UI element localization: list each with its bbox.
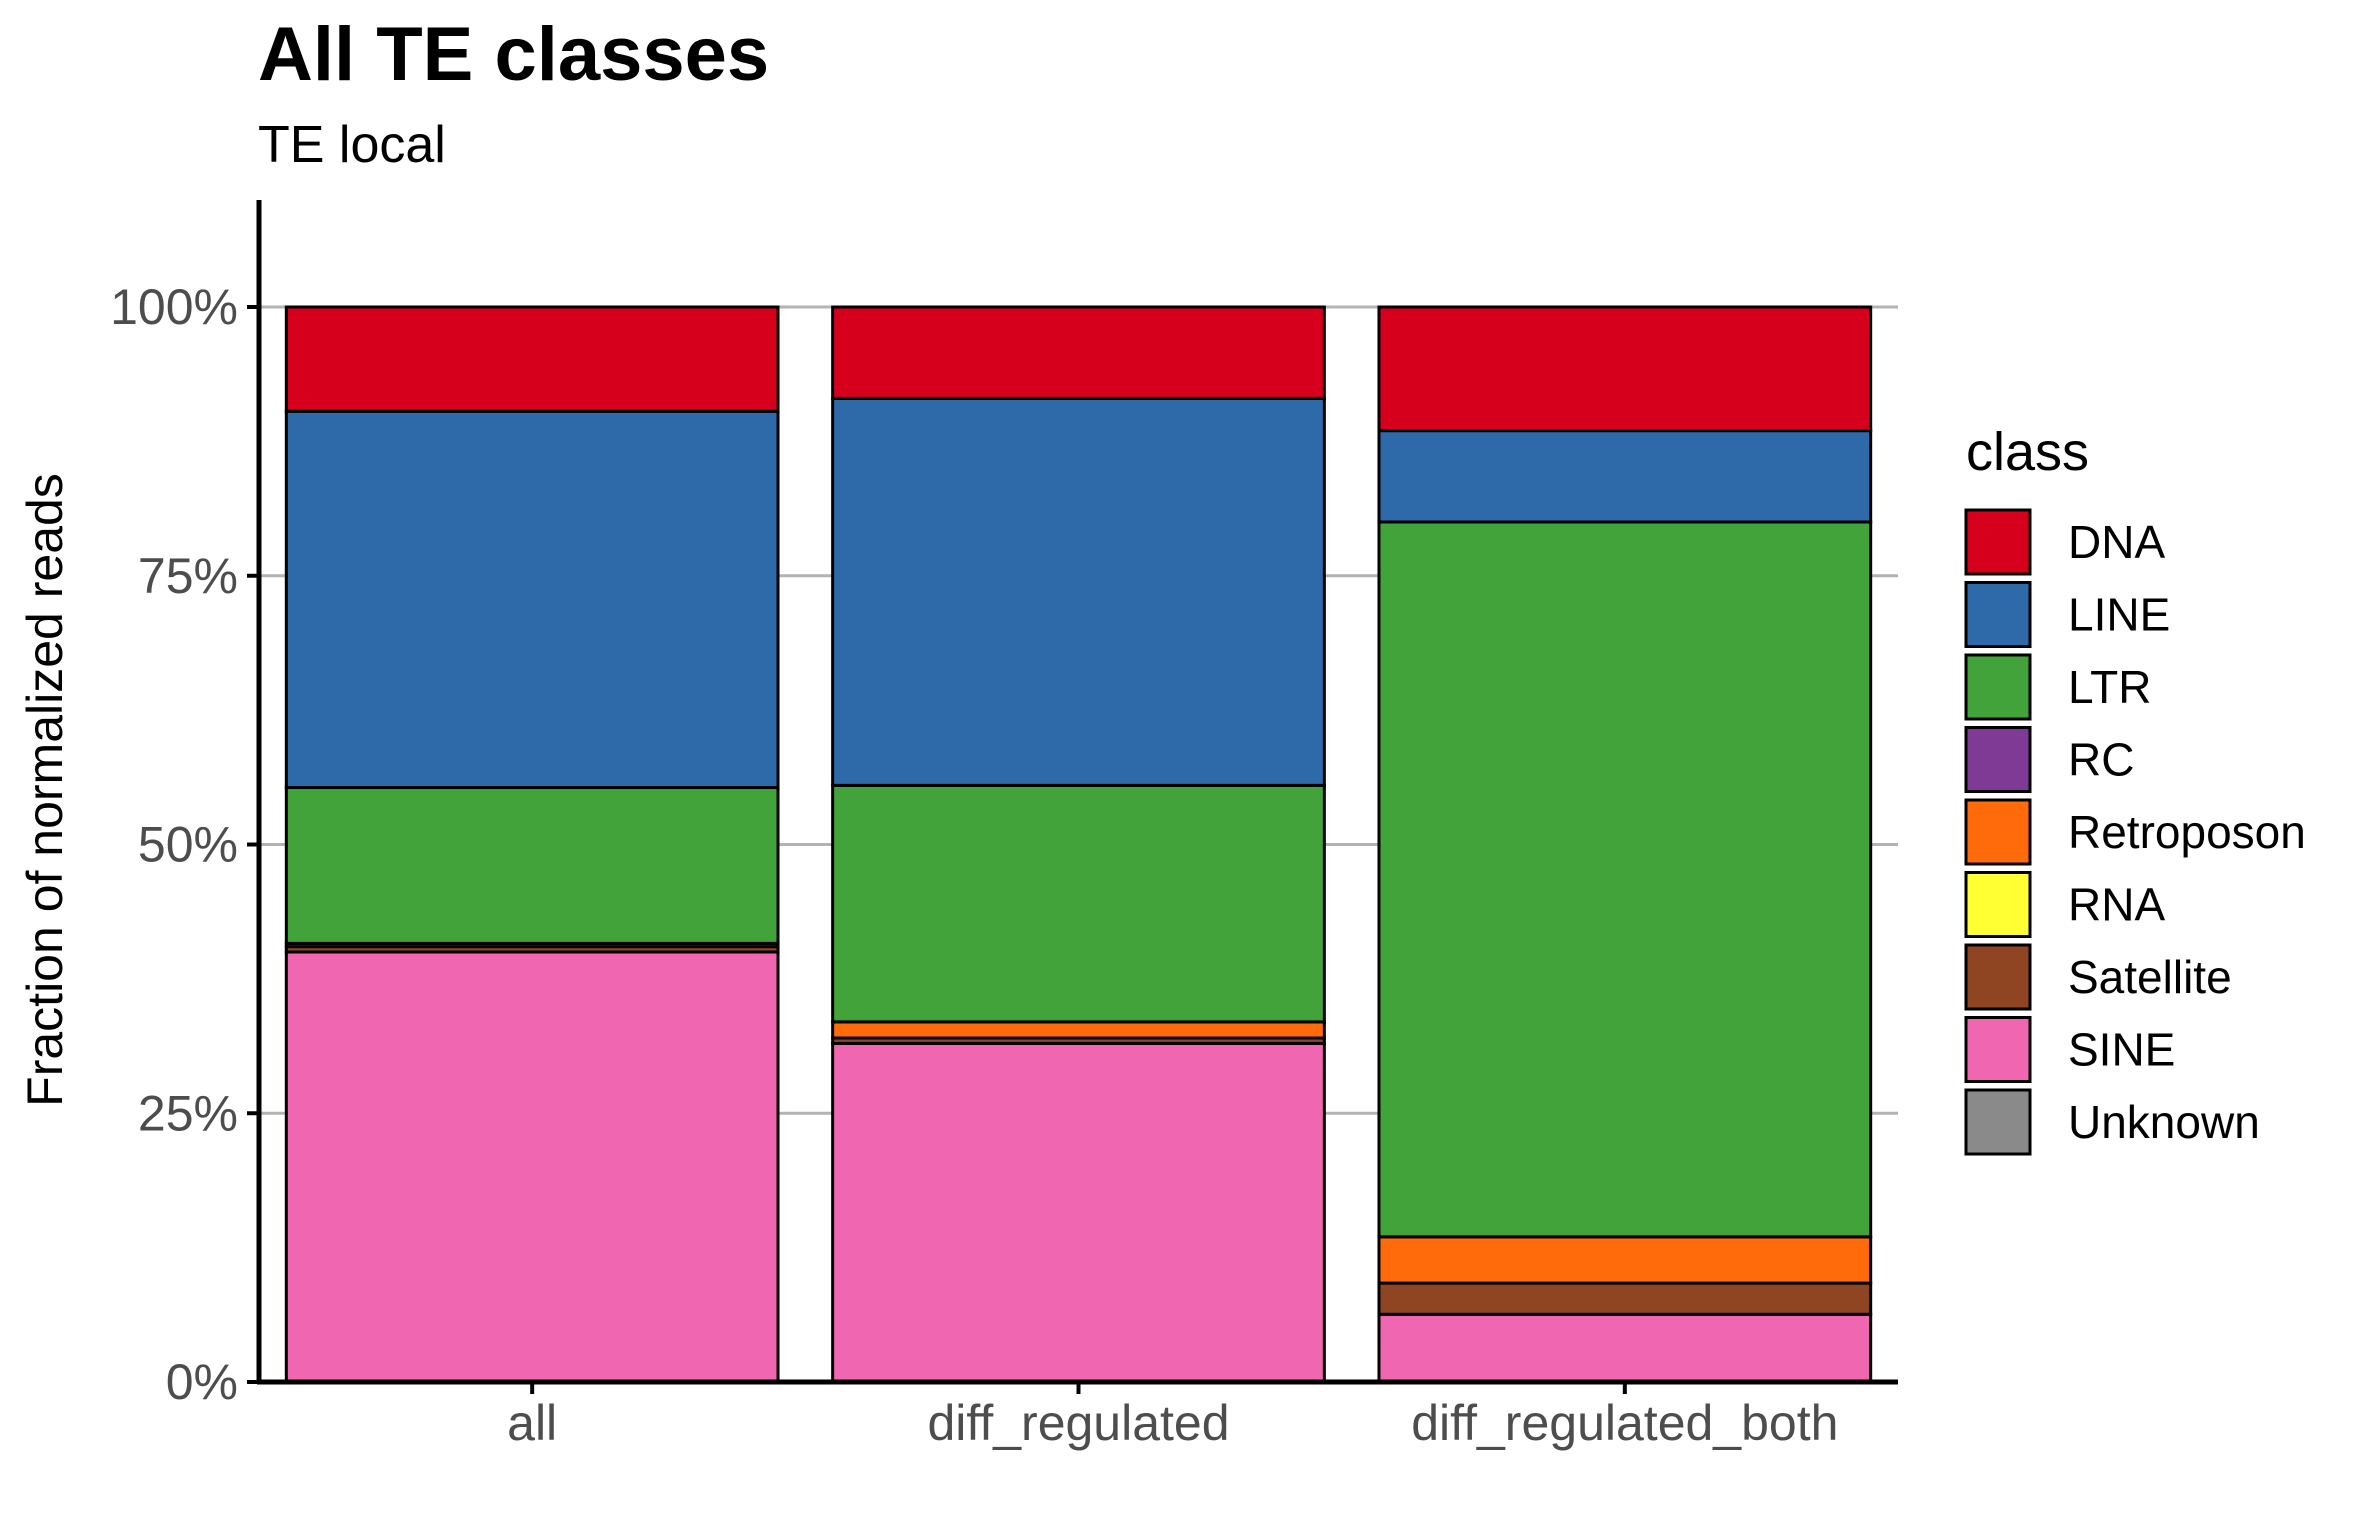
- bar-segment-retroposon: [1377, 1235, 1873, 1285]
- legend-label: RNA: [2068, 879, 2165, 931]
- legend-label: Unknown: [2068, 1096, 2260, 1148]
- legend-label: LINE: [2068, 589, 2170, 641]
- y-tick-label: 50%: [138, 817, 238, 873]
- bar-segment-sine: [1377, 1312, 1873, 1384]
- x-ticks: all diff_regulated diff_regulated_both: [507, 1382, 1838, 1451]
- legend-label: RC: [2068, 734, 2134, 786]
- legend-swatch-unknown: [1964, 1088, 2032, 1156]
- legend-label: LTR: [2068, 661, 2152, 713]
- bar-segment-dna: [284, 305, 780, 413]
- bar-segment-line: [284, 409, 780, 790]
- bar-segment-sine: [831, 1041, 1326, 1384]
- legend-label: Retroposon: [2068, 806, 2306, 858]
- bar-segment-ltr: [1377, 520, 1873, 1239]
- x-tick-label: all: [507, 1395, 557, 1451]
- legend-label: DNA: [2068, 516, 2165, 568]
- bar-segment-dna: [1377, 305, 1873, 433]
- bars: [284, 305, 1873, 1384]
- bar-segment-ltr: [831, 783, 1326, 1024]
- bar-segment-ltr: [284, 786, 780, 945]
- y-axis-label: Fraction of normalized reads: [17, 473, 73, 1107]
- legend-swatch-rna: [1964, 871, 2032, 938]
- legend-swatch-ltr: [1964, 653, 2032, 721]
- bar-segment-line: [1377, 429, 1873, 524]
- legend: DNA LINE LTR RC Retroposon RNA Satellite SINE Un…: [1964, 508, 2306, 1156]
- legend-label: Satellite: [2068, 951, 2232, 1003]
- chart-title: All TE classes: [258, 12, 769, 97]
- bar-segment-satellite: [1377, 1281, 1873, 1316]
- y-ticks: 0% 25% 50% 75% 100%: [110, 279, 259, 1410]
- bar-segment-line: [831, 396, 1326, 787]
- x-tick-label: diff_regulated: [927, 1395, 1229, 1451]
- bar-segment-dna: [831, 305, 1326, 400]
- bar-segment-sine: [284, 950, 780, 1384]
- legend-swatch-rc: [1964, 726, 2032, 793]
- legend-swatch-retroposon: [1964, 798, 2032, 866]
- bar-segment-retroposon: [831, 1020, 1326, 1040]
- legend-label: SINE: [2068, 1024, 2175, 1076]
- y-tick-label: 25%: [138, 1085, 238, 1141]
- x-tick-label: diff_regulated_both: [1411, 1395, 1838, 1451]
- y-tick-label: 75%: [138, 548, 238, 604]
- y-tick-label: 0%: [166, 1354, 238, 1410]
- y-tick-label: 100%: [110, 279, 238, 335]
- legend-swatch-line: [1964, 581, 2032, 648]
- legend-swatch-satellite: [1964, 943, 2032, 1011]
- legend-swatch-dna: [1964, 508, 2032, 576]
- legend-title: class: [1966, 422, 2089, 482]
- legend-swatch-sine: [1964, 1016, 2032, 1083]
- chart-subtitle: TE local: [258, 116, 446, 174]
